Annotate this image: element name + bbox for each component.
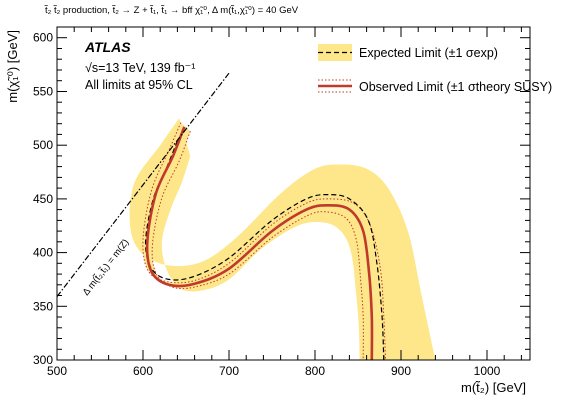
y-tick-label: 600 [33, 31, 53, 45]
kinematic-diagonal-line [57, 72, 230, 297]
x-axis-title: m(t̃₂) [GeV] [461, 380, 526, 395]
y-tick-label: 300 [33, 353, 53, 367]
y-tick-label: 500 [33, 138, 53, 152]
legend-expected-label: Expected Limit (±1 σexp) [359, 46, 498, 60]
cl-note: All limits at 95% CL [85, 78, 193, 92]
axis-ticks: 500 600 700 800 900 1000 300 350 400 450 500 550 600 [33, 26, 530, 378]
x-tick-label: 700 [219, 364, 239, 378]
x-tick-label: 1000 [474, 364, 501, 378]
x-tick-label: 500 [47, 364, 67, 378]
legend-observed-label: Observed Limit (±1 σtheory SUSY) [359, 80, 552, 94]
x-tick-label: 600 [133, 364, 153, 378]
process-note: t̃₂ t̃₂ production, t̃₂ → Z + t̃₁, t̃₁ →… [44, 5, 299, 16]
energy-lumi-label: √s=13 TeV, 139 fb⁻¹ [85, 61, 195, 75]
plot-frame [56, 26, 531, 361]
legend: Expected Limit (±1 σexp) Observed Limit … [318, 44, 552, 94]
x-tick-label: 800 [305, 364, 325, 378]
observed-limit-line [145, 126, 374, 360]
y-tick-label: 400 [33, 246, 53, 260]
expected-limit-line [144, 140, 385, 360]
y-tick-label: 550 [33, 84, 53, 98]
expected-limit-band [129, 118, 436, 360]
y-tick-label: 350 [33, 299, 53, 313]
diagonal-label: Δ m(t̃₂,t̃₁) = m(Z) [80, 237, 131, 298]
observed-theory-band [142, 122, 386, 360]
y-axis-title: m(χ̃₁⁰) [GeV] [5, 30, 20, 103]
observed-theory-upper-line [142, 122, 386, 360]
experiment-label: ATLAS [84, 39, 131, 55]
x-tick-label: 900 [391, 364, 411, 378]
y-tick-label: 450 [33, 192, 53, 206]
